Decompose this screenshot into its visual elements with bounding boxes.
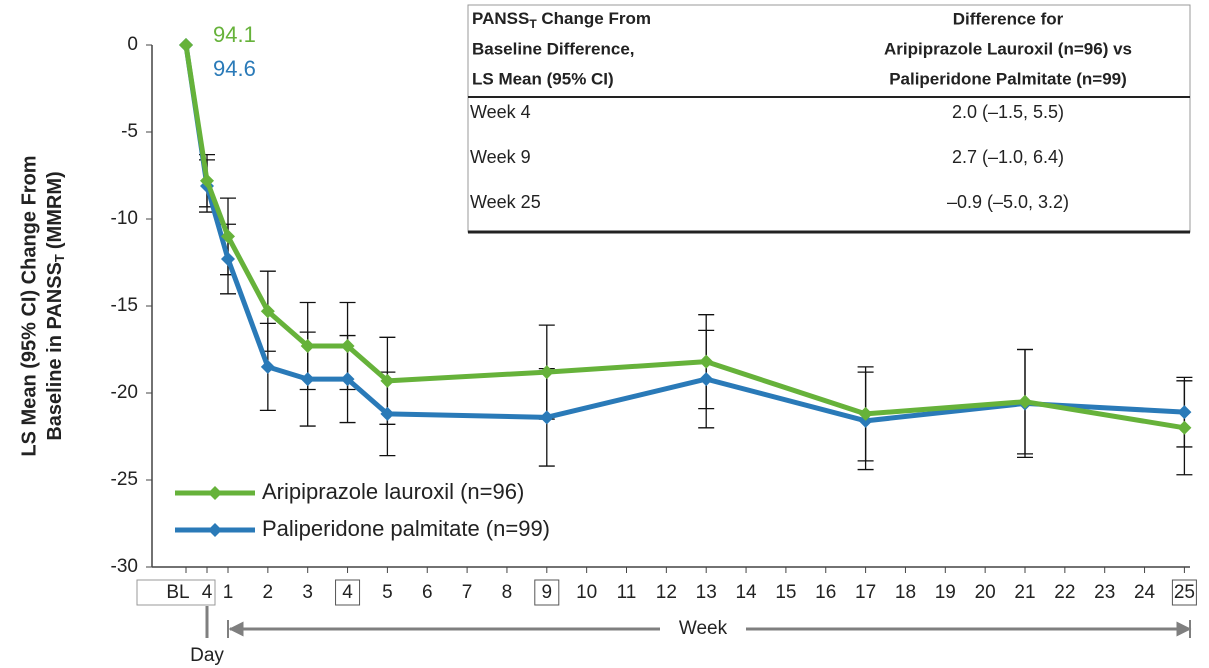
x-tick-label: 23 bbox=[1094, 582, 1115, 603]
marker bbox=[699, 372, 714, 387]
marker bbox=[221, 252, 235, 267]
x-tick-label: 1 bbox=[223, 582, 234, 603]
x-tick-label: 7 bbox=[462, 582, 473, 603]
table-cell: –0.9 (–5.0, 3.2) bbox=[947, 192, 1069, 212]
x-tick-label: 15 bbox=[775, 582, 796, 603]
y-axis-label: LS Mean (95% CI) Change From bbox=[18, 155, 40, 456]
week-label: Week bbox=[679, 618, 728, 639]
marker bbox=[1018, 394, 1032, 409]
baseline-box bbox=[136, 579, 216, 606]
annotation: 94.1 bbox=[213, 22, 256, 47]
series-line bbox=[183, 44, 1185, 424]
table: PANSST Change From Baseline Difference, … bbox=[467, 4, 1191, 234]
legend-marker bbox=[208, 486, 222, 500]
table-cell: Week 9 bbox=[470, 147, 531, 167]
x-tick-box bbox=[1171, 579, 1197, 606]
y-tick-label: -10 bbox=[111, 208, 138, 229]
table-cell: Week 25 bbox=[470, 192, 541, 212]
x-tick-label: 20 bbox=[975, 582, 996, 603]
table-header: PANSST Change From bbox=[472, 9, 651, 31]
x-tick-label: 3 bbox=[302, 582, 313, 603]
marker bbox=[380, 406, 395, 421]
table-header: Aripiprazole Lauroxil (n=96) vs bbox=[884, 39, 1132, 58]
x-tick-label: 24 bbox=[1134, 582, 1156, 603]
series-line bbox=[183, 44, 1185, 431]
x-tick-label: 18 bbox=[895, 582, 916, 603]
marker bbox=[539, 365, 554, 380]
marker bbox=[1177, 420, 1192, 435]
table-cell: 2.0 (–1.5, 5.5) bbox=[952, 102, 1064, 122]
y-tick-label: 0 bbox=[127, 34, 138, 55]
table-header: Difference for bbox=[953, 9, 1064, 28]
y-tick-label: -25 bbox=[111, 469, 138, 490]
x-tick-label: 8 bbox=[502, 582, 513, 603]
x-tick-label: 22 bbox=[1054, 582, 1075, 603]
x-tick-label: 6 bbox=[422, 582, 433, 603]
marker bbox=[380, 373, 395, 388]
table-header: Baseline Difference, bbox=[472, 39, 635, 58]
x-tick-label: BL bbox=[166, 582, 189, 603]
marker bbox=[300, 339, 315, 354]
y-tick-label: -5 bbox=[121, 121, 138, 142]
x-tick-label: 10 bbox=[576, 582, 597, 603]
legend-label: Aripiprazole lauroxil (n=96) bbox=[262, 479, 524, 504]
x-tick-label: 21 bbox=[1014, 582, 1035, 603]
table-header: LS Mean (95% CI) bbox=[472, 69, 614, 88]
marker bbox=[200, 173, 214, 188]
day-label: Day bbox=[190, 645, 224, 666]
y-tick-label: -30 bbox=[111, 556, 138, 577]
x-tick-label: 19 bbox=[935, 582, 956, 603]
x-tick-label: 11 bbox=[617, 582, 637, 603]
x-tick-label: 16 bbox=[815, 582, 836, 603]
marker bbox=[300, 372, 315, 387]
x-tick-box bbox=[335, 579, 361, 606]
marker bbox=[699, 354, 714, 369]
x-tick-label: 5 bbox=[382, 582, 393, 603]
y-tick-label: -15 bbox=[111, 295, 138, 316]
table-cell: Week 4 bbox=[470, 102, 531, 122]
marker bbox=[221, 229, 235, 244]
marker bbox=[340, 339, 355, 354]
y-tick-label: -20 bbox=[111, 382, 138, 403]
week-label-bg bbox=[660, 616, 746, 642]
table-header: Paliperidone Palmitate (n=99) bbox=[889, 69, 1127, 88]
x-tick-label: 12 bbox=[656, 582, 677, 603]
x-tick-label: 13 bbox=[696, 582, 717, 603]
x-tick-label: 14 bbox=[735, 582, 757, 603]
marker bbox=[858, 406, 873, 421]
marker bbox=[260, 359, 275, 374]
marker bbox=[539, 410, 554, 425]
table-box bbox=[467, 4, 1191, 233]
table-cell: 2.7 (–1.0, 6.4) bbox=[952, 147, 1064, 167]
x-tick-box bbox=[534, 579, 560, 606]
annotation: 94.6 bbox=[213, 56, 256, 81]
x-tick-label: 4 bbox=[342, 582, 353, 603]
marker bbox=[1177, 405, 1192, 420]
legend-label: Paliperidone palmitate (n=99) bbox=[262, 516, 550, 541]
x-tick-label: 2 bbox=[263, 582, 274, 603]
y-axis-label: Baseline in PANSST(MMRM) bbox=[44, 171, 67, 440]
marker bbox=[260, 304, 275, 319]
x-tick-label: 4 bbox=[202, 582, 213, 603]
marker bbox=[340, 372, 355, 387]
x-tick-label: 17 bbox=[855, 582, 876, 603]
marker bbox=[179, 38, 193, 52]
x-tick-label: 25 bbox=[1174, 582, 1195, 603]
legend-marker bbox=[208, 523, 222, 537]
x-tick-label: 9 bbox=[542, 582, 553, 603]
